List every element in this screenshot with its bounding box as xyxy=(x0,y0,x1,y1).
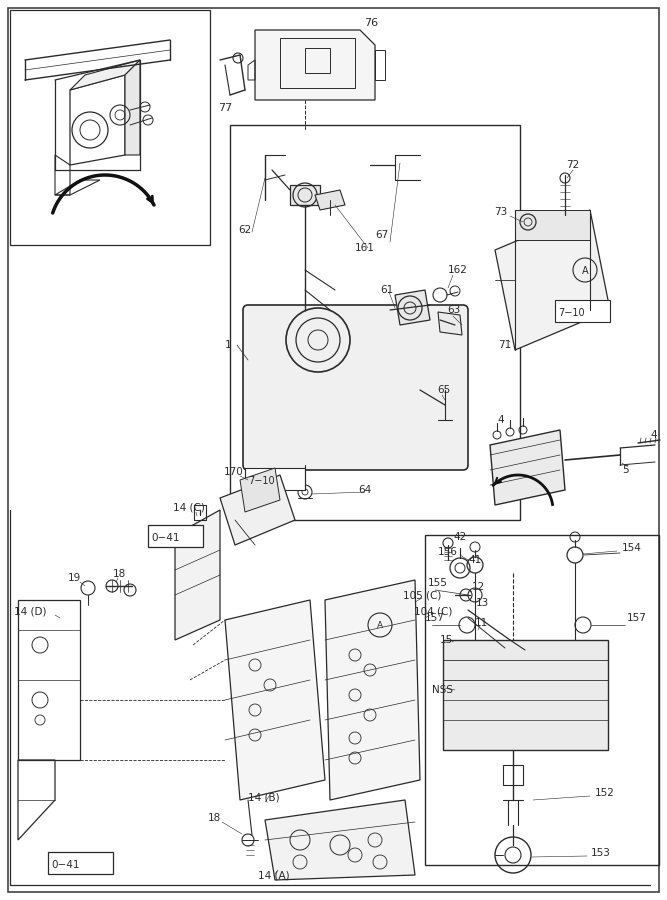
Text: 4: 4 xyxy=(650,430,656,440)
Polygon shape xyxy=(240,468,280,512)
Text: 14 (B): 14 (B) xyxy=(248,793,279,803)
Polygon shape xyxy=(438,312,462,335)
Polygon shape xyxy=(255,30,375,100)
Text: 14 (D): 14 (D) xyxy=(14,607,47,617)
Polygon shape xyxy=(265,800,415,880)
Text: 157: 157 xyxy=(425,613,445,623)
Text: 153: 153 xyxy=(591,848,611,858)
Text: 41: 41 xyxy=(468,555,482,565)
Text: 72: 72 xyxy=(566,160,579,170)
Bar xyxy=(443,640,608,750)
Text: 11: 11 xyxy=(475,618,488,628)
Bar xyxy=(10,10,210,245)
Polygon shape xyxy=(315,190,345,210)
Text: 15: 15 xyxy=(440,635,454,645)
Text: 63: 63 xyxy=(447,305,460,315)
Text: 18: 18 xyxy=(208,813,221,823)
Text: A: A xyxy=(377,622,383,631)
Bar xyxy=(194,505,206,520)
Text: 61: 61 xyxy=(380,285,394,295)
Text: 0−41: 0−41 xyxy=(151,533,179,543)
Text: 76: 76 xyxy=(364,18,378,28)
Text: 67: 67 xyxy=(375,230,388,240)
Polygon shape xyxy=(70,60,140,90)
Text: 19: 19 xyxy=(68,573,81,583)
Text: 152: 152 xyxy=(595,788,615,798)
Text: 12: 12 xyxy=(472,582,486,592)
Text: 77: 77 xyxy=(218,103,232,113)
Text: 14 (C): 14 (C) xyxy=(173,502,205,512)
Text: 65: 65 xyxy=(437,385,450,395)
Text: 71: 71 xyxy=(498,340,511,350)
Text: 73: 73 xyxy=(494,207,507,217)
Text: 13: 13 xyxy=(476,598,490,608)
Text: 64: 64 xyxy=(358,485,372,495)
Text: 104 (C): 104 (C) xyxy=(414,607,452,617)
Text: 157: 157 xyxy=(627,613,647,623)
Polygon shape xyxy=(125,60,140,155)
Polygon shape xyxy=(220,475,295,545)
Text: 1: 1 xyxy=(225,340,232,350)
Bar xyxy=(503,765,523,785)
Bar xyxy=(305,48,330,73)
Polygon shape xyxy=(490,430,565,505)
Text: NSS: NSS xyxy=(432,685,453,695)
Text: 4: 4 xyxy=(497,415,504,425)
Text: 14 (A): 14 (A) xyxy=(258,871,289,881)
Bar xyxy=(555,300,610,322)
Text: 156: 156 xyxy=(438,547,458,557)
Polygon shape xyxy=(290,185,320,205)
Bar xyxy=(148,525,203,547)
Text: 7−10: 7−10 xyxy=(558,308,584,318)
Text: 18: 18 xyxy=(113,569,126,579)
Polygon shape xyxy=(175,510,220,640)
Text: 0−41: 0−41 xyxy=(51,860,79,870)
Bar xyxy=(245,468,305,490)
Polygon shape xyxy=(495,210,610,350)
Bar xyxy=(48,852,113,874)
Text: 105 (C): 105 (C) xyxy=(403,590,442,600)
Text: 154: 154 xyxy=(622,543,642,553)
Text: 170: 170 xyxy=(224,467,243,477)
Text: A: A xyxy=(582,266,588,276)
Polygon shape xyxy=(395,290,430,325)
Text: 62: 62 xyxy=(238,225,251,235)
Text: 161: 161 xyxy=(355,243,375,253)
Bar xyxy=(230,125,520,520)
Text: 5: 5 xyxy=(622,465,628,475)
Bar xyxy=(425,535,659,865)
Bar xyxy=(280,38,355,88)
Polygon shape xyxy=(325,580,420,800)
Polygon shape xyxy=(515,210,590,240)
Text: 162: 162 xyxy=(448,265,468,275)
Text: 7−10: 7−10 xyxy=(248,476,275,486)
FancyBboxPatch shape xyxy=(243,305,468,470)
Text: 42: 42 xyxy=(453,532,466,542)
Polygon shape xyxy=(225,600,325,800)
Text: 155: 155 xyxy=(428,578,448,588)
